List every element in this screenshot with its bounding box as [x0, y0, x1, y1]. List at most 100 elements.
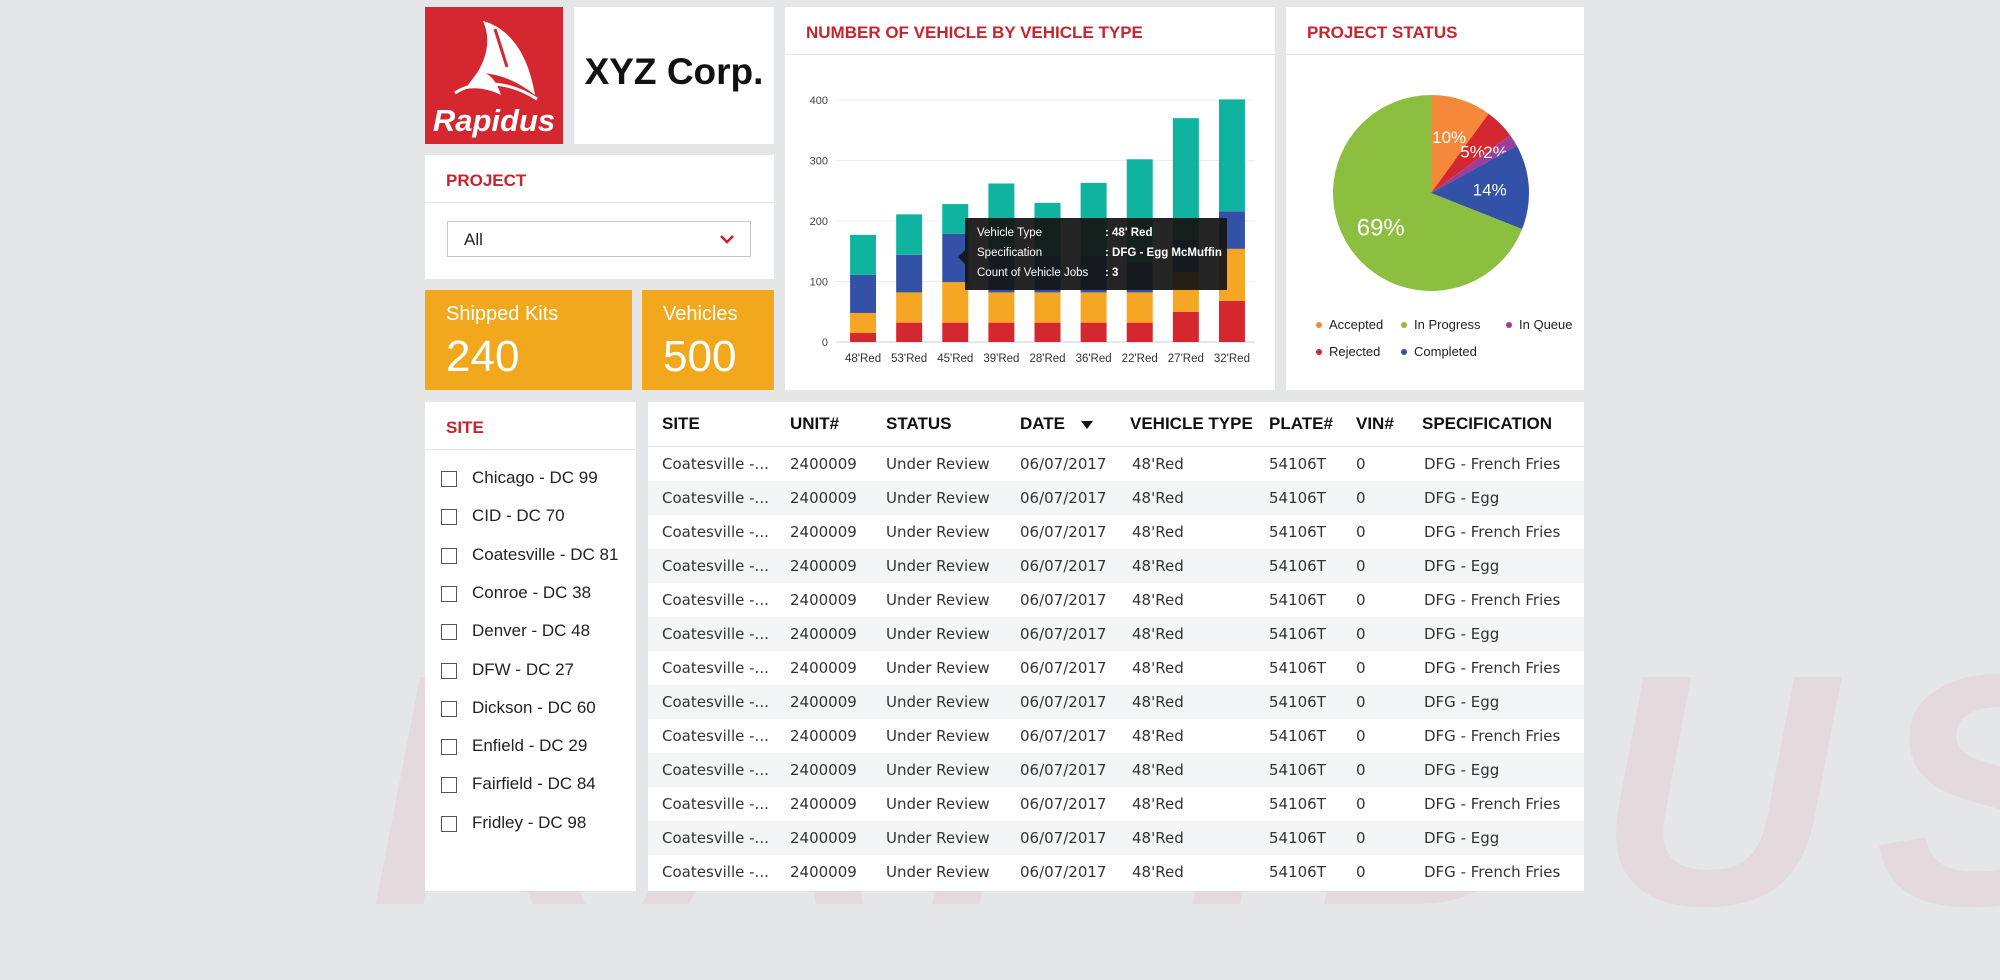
table-row[interactable]: Coatesville -... 2400009 Under Review 06/07…	[648, 821, 1584, 855]
bar-segment[interactable]	[850, 234, 877, 275]
table-row[interactable]: Coatesville -... 2400009 Under Review 06/07…	[648, 447, 1584, 482]
bar-segment[interactable]	[988, 292, 1015, 323]
bar-segment[interactable]	[1218, 99, 1245, 212]
sort-desc-icon[interactable]	[1081, 420, 1094, 429]
cell-vehicle-type: 48'Red	[1132, 591, 1184, 609]
logo-text: Rapidus	[432, 103, 556, 138]
cell-vehicle-type: 48'Red	[1130, 549, 1269, 583]
pie-slice[interactable]	[1431, 95, 1489, 193]
legend-label: In Progress	[1414, 317, 1481, 332]
cell-plate: 54106T	[1269, 863, 1326, 881]
legend-item[interactable]: In Queue	[1506, 317, 1573, 332]
x-tick-label: 53'Red	[891, 353, 927, 365]
bar-segment[interactable]	[1034, 322, 1061, 342]
tooltip-key: Count of Vehicle Jobs	[977, 267, 1089, 279]
y-tick-label: 100	[810, 277, 828, 289]
bar-segment[interactable]	[1218, 300, 1245, 342]
y-tick-label: 200	[810, 216, 828, 228]
cell-status: Under Review	[886, 617, 1020, 651]
cell-date: 06/07/2017	[1020, 481, 1130, 515]
table-row[interactable]: Coatesville -... 2400009 Under Review 06/07…	[648, 651, 1584, 685]
column-header-status[interactable]: STATUS	[886, 402, 1020, 447]
bar-segment[interactable]	[942, 282, 969, 323]
bar-segment[interactable]	[1172, 311, 1199, 342]
bar-segment[interactable]	[1080, 292, 1107, 323]
bar-segment[interactable]	[850, 332, 877, 342]
cell-vin: 0	[1356, 727, 1366, 745]
column-header-date[interactable]: DATE	[1020, 402, 1130, 447]
bar-segment[interactable]	[942, 204, 969, 234]
column-header-unit[interactable]: UNIT#	[790, 402, 886, 447]
table-row[interactable]: Coatesville -... 2400009 Under Review 06/07…	[648, 515, 1584, 549]
legend-item[interactable]: Accepted	[1316, 317, 1383, 332]
site-checkbox[interactable]	[441, 585, 457, 602]
legend-item[interactable]: In Progress	[1401, 317, 1480, 332]
bar-segment[interactable]	[850, 274, 877, 313]
column-header-plate[interactable]: PLATE#	[1269, 402, 1356, 447]
cell-site: Coatesville -...	[648, 753, 790, 787]
site-checkbox[interactable]	[441, 509, 457, 526]
table-row[interactable]: Coatesville -... 2400009 Under Review 06/07…	[648, 481, 1584, 515]
legend-label: Accepted	[1329, 317, 1384, 332]
pie-slice[interactable]	[1333, 95, 1523, 291]
bar-segment[interactable]	[850, 312, 877, 333]
table-row[interactable]: Coatesville -... 2400009 Under Review 06/07…	[648, 583, 1584, 617]
column-header-vin[interactable]: VIN#	[1356, 402, 1422, 447]
bar-segment[interactable]	[1080, 322, 1107, 342]
column-header-specification[interactable]: SPECIFICATION	[1422, 402, 1584, 447]
pie-slice[interactable]	[1431, 135, 1517, 193]
table-row[interactable]: Coatesville -... 2400009 Under Review 06/07…	[648, 719, 1584, 753]
site-item-label: Conroe - DC 38	[472, 582, 592, 602]
tooltip-value: : 3	[1105, 267, 1119, 279]
bar-segment[interactable]	[1034, 292, 1061, 323]
cell-vehicle-type: 48'Red	[1132, 455, 1184, 473]
legend-item[interactable]: Completed	[1401, 344, 1477, 359]
cell-date: 06/07/2017	[1020, 863, 1107, 881]
site-checkbox[interactable]	[441, 471, 457, 487]
bar-segment[interactable]	[1126, 292, 1153, 323]
cell-vehicle-type: 48'Red	[1132, 863, 1184, 881]
bar-segment[interactable]	[896, 322, 923, 342]
kpi-shipped-kits-value: 240	[446, 332, 520, 381]
cell-unit: 2400009	[790, 753, 886, 787]
site-item-label: Dickson - DC 60	[472, 697, 596, 717]
legend-item[interactable]: Rejected	[1316, 344, 1380, 359]
cell-date: 06/07/2017	[1020, 617, 1130, 651]
site-checkbox[interactable]	[441, 815, 457, 832]
bar-segment[interactable]	[942, 322, 969, 342]
table-row[interactable]: Coatesville -... 2400009 Under Review 06/07…	[648, 685, 1584, 719]
bar-segment[interactable]	[988, 322, 1015, 342]
vehicle-jobs-table-card: SITE UNIT# STATUS DATE VEHICLE TYPE PLAT…	[648, 402, 1584, 891]
cell-date: 06/07/2017	[1020, 455, 1107, 473]
cell-status: Under Review	[886, 727, 990, 745]
bar-segment[interactable]	[896, 254, 923, 293]
cell-site: Coatesville -...	[648, 685, 790, 719]
project-dropdown[interactable]: All	[447, 221, 751, 257]
cell-status: Under Review	[886, 591, 990, 609]
cell-specification: DFG - French Fries	[1424, 795, 1561, 813]
bar-segment[interactable]	[896, 292, 923, 323]
table-row[interactable]: Coatesville -... 2400009 Under Review 06/07…	[648, 787, 1584, 821]
table-row[interactable]: Coatesville -... 2400009 Under Review 06/07…	[648, 753, 1584, 787]
pie-slice[interactable]	[1431, 145, 1529, 230]
cell-unit: 2400009	[790, 523, 857, 541]
site-checkbox[interactable]	[441, 547, 457, 564]
table-row[interactable]: Coatesville -... 2400009 Under Review 06/07…	[648, 617, 1584, 651]
legend-dot	[1316, 348, 1322, 355]
table-row[interactable]: Coatesville -... 2400009 Under Review 06/07…	[648, 855, 1584, 889]
column-header-site[interactable]: SITE	[648, 402, 790, 447]
site-checkbox[interactable]	[441, 624, 457, 641]
vehicle-type-chart-card: NUMBER OF VEHICLE BY VEHICLE TYPE 0 100 20…	[785, 7, 1275, 390]
site-title: SITE	[425, 402, 636, 450]
site-checkbox[interactable]	[441, 700, 457, 717]
table-row[interactable]: Coatesville -... 2400009 Under Review 06/07…	[648, 549, 1584, 583]
site-checkbox[interactable]	[441, 739, 457, 756]
bar-segment[interactable]	[896, 214, 923, 255]
project-status-card: PROJECT STATUS 10% 5% 2% 14% 69% Accepted In …	[1286, 7, 1584, 390]
bar-segment[interactable]	[1126, 322, 1153, 342]
pie-slice[interactable]	[1431, 113, 1511, 193]
site-checkbox[interactable]	[441, 777, 457, 794]
column-header-vehicle-type[interactable]: VEHICLE TYPE	[1130, 402, 1269, 447]
cell-status: Under Review	[886, 549, 1020, 583]
site-checkbox[interactable]	[441, 662, 457, 679]
